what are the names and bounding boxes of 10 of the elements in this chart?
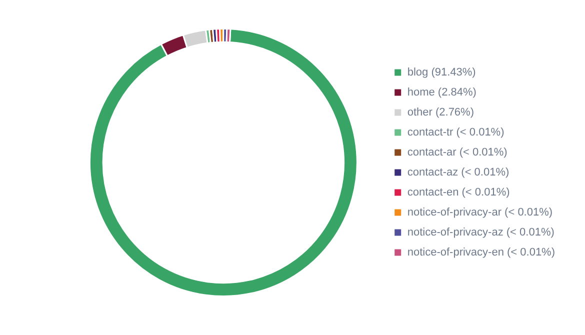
legend-label: blog (91.43%) xyxy=(407,66,476,79)
legend-label: notice-of-privacy-ar (< 0.01%) xyxy=(407,206,553,219)
legend-label: contact-en (< 0.01%) xyxy=(407,186,510,199)
legend-label: home (2.84%) xyxy=(407,86,476,99)
legend-label: notice-of-privacy-en (< 0.01%) xyxy=(407,246,556,259)
legend-label: notice-of-privacy-az (< 0.01%) xyxy=(407,226,554,239)
legend-label: contact-az (< 0.01%) xyxy=(407,166,510,179)
legend-label: other (2.76%) xyxy=(407,106,474,119)
legend-label: contact-tr (< 0.01%) xyxy=(407,126,504,139)
legend-label: contact-ar (< 0.01%) xyxy=(407,146,508,159)
